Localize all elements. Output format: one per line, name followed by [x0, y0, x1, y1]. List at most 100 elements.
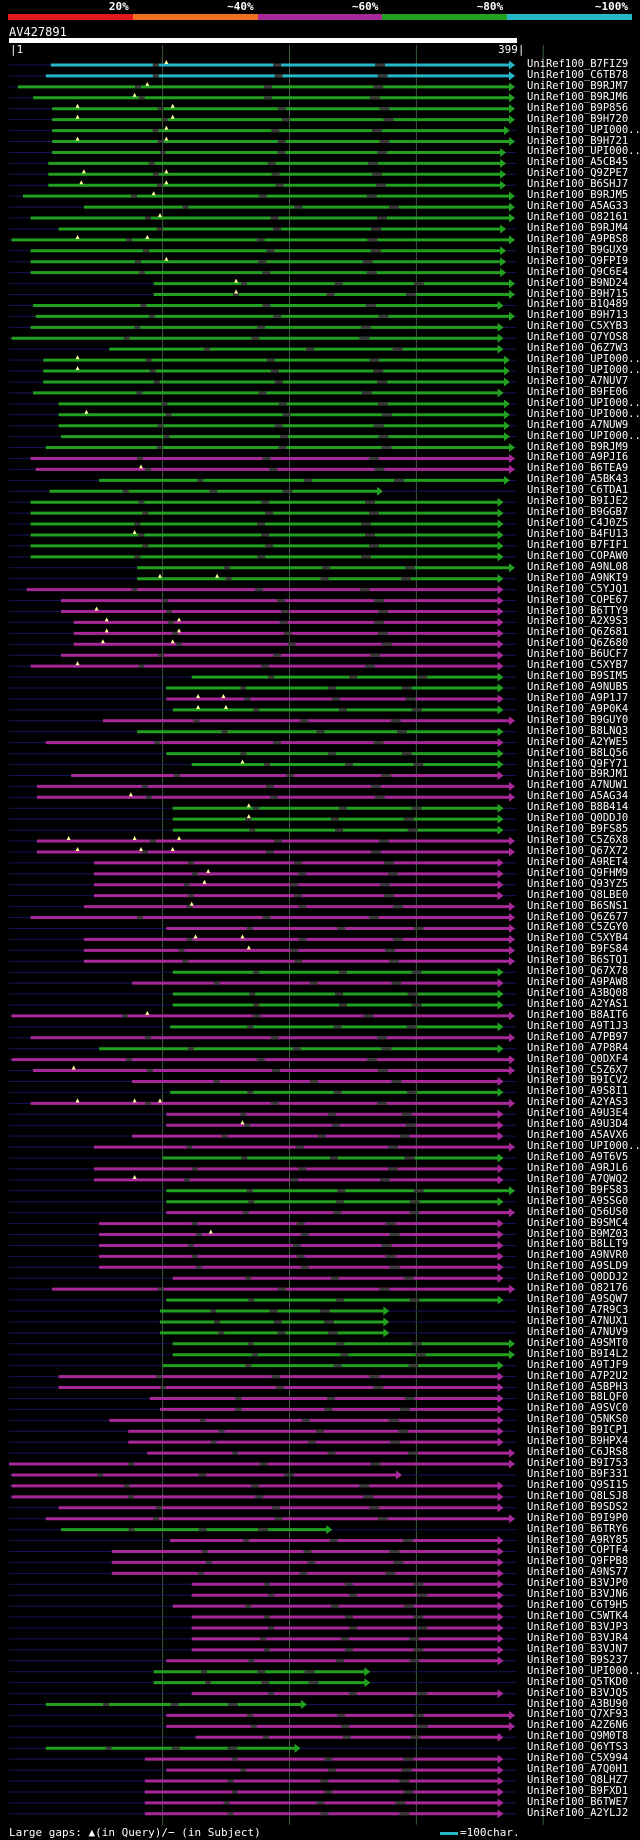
hit-label[interactable]: UniRef100_UPI000.. — [527, 407, 640, 420]
hit-label[interactable]: UniRef100_B9RJM6 — [527, 90, 629, 103]
hit-label[interactable]: UniRef100_C5WTK4 — [527, 1610, 629, 1623]
hit-label[interactable]: UniRef100_B3VJN7 — [527, 1642, 629, 1655]
hit-label[interactable]: UniRef100_C5XYB3 — [527, 320, 629, 333]
hit-label[interactable]: UniRef100_A2YLJ2 — [527, 1806, 629, 1819]
hit-label[interactable]: UniRef100_Q9SI15 — [527, 1478, 629, 1491]
hit-label[interactable]: UniRef100_B9RJM5 — [527, 189, 629, 202]
hit-label[interactable]: UniRef100_Q9FPB8 — [527, 1555, 629, 1568]
hit-label[interactable]: UniRef100_C5Z6X7 — [527, 1063, 629, 1076]
hit-label[interactable]: UniRef100_UPI000.. — [527, 353, 640, 366]
hit-label[interactable]: UniRef100_B6UCF7 — [527, 648, 629, 661]
hit-label[interactable]: UniRef100_Q7YOS8 — [527, 331, 629, 344]
hit-label[interactable]: UniRef100_C5X994 — [527, 1752, 629, 1765]
hit-label[interactable]: UniRef100_B9H715 — [527, 287, 629, 300]
hit-label[interactable]: UniRef100_C5Z6X8 — [527, 834, 629, 847]
hit-label[interactable]: UniRef100_B9RJM1 — [527, 768, 629, 781]
hit-label[interactable]: UniRef100_B9IJE2 — [527, 495, 629, 508]
hit-label[interactable]: UniRef100_Q6Z681 — [527, 626, 629, 639]
hit-label[interactable]: UniRef100_B9RJM4 — [527, 221, 629, 234]
hit-label[interactable]: UniRef100_B8LQF0 — [527, 1391, 629, 1404]
hit-label[interactable]: UniRef100_B9SDS2 — [527, 1500, 629, 1513]
hit-label[interactable]: UniRef100_B9FS83 — [527, 1183, 629, 1196]
hit-label[interactable]: UniRef100_Q93YZ5 — [527, 877, 629, 890]
hit-label[interactable]: UniRef100_A9NS77 — [527, 1566, 629, 1579]
hit-label[interactable]: UniRef100_A5BPH3 — [527, 1380, 629, 1393]
hit-label[interactable]: UniRef100_B8AIT6 — [527, 1008, 629, 1021]
hit-label[interactable]: UniRef100_A2X9S3 — [527, 615, 629, 628]
hit-label[interactable]: UniRef100_A5AVX6 — [527, 1129, 629, 1142]
hit-label[interactable]: UniRef100_A2YAS3 — [527, 1096, 629, 1109]
hit-label[interactable]: UniRef100_C4J0Z5 — [527, 517, 629, 530]
hit-label[interactable]: UniRef100_B6SNS1 — [527, 899, 629, 912]
hit-label[interactable]: UniRef100_A2YAS1 — [527, 997, 629, 1010]
hit-label[interactable]: UniRef100_B3VJR4 — [527, 1631, 629, 1644]
hit-label[interactable]: UniRef100_C5XYB4 — [527, 932, 629, 945]
hit-label[interactable]: UniRef100_B4FU13 — [527, 527, 629, 540]
hit-label[interactable]: UniRef100_Q56US0 — [527, 1205, 629, 1218]
hit-label[interactable]: UniRef100_Q5TKD0 — [527, 1675, 629, 1688]
hit-label[interactable]: UniRef100_Q6YTS3 — [527, 1741, 629, 1754]
hit-label[interactable]: UniRef100_A9T1J3 — [527, 1019, 629, 1032]
hit-label[interactable]: UniRef100_B6TWE7 — [527, 1795, 629, 1808]
hit-label[interactable]: UniRef100_B9SMC4 — [527, 1216, 629, 1229]
hit-label[interactable]: UniRef100_B9GUY0 — [527, 713, 629, 726]
hit-label[interactable]: UniRef100_A5CB45 — [527, 156, 629, 169]
hit-label[interactable]: UniRef100_B7FIZ9 — [527, 58, 629, 70]
hit-label[interactable]: UniRef100_A9U3D4 — [527, 1118, 629, 1131]
hit-label[interactable]: UniRef100_O82161 — [527, 211, 629, 224]
hit-label[interactable]: UniRef100_A9NVR0 — [527, 1249, 629, 1262]
hit-label[interactable]: UniRef100_C5XYB7 — [527, 659, 629, 672]
hit-label[interactable]: UniRef100_COPAW0 — [527, 549, 629, 562]
hit-label[interactable]: UniRef100_A7QWQ2 — [527, 1172, 629, 1185]
hit-label[interactable]: UniRef100_Q8LHZ7 — [527, 1774, 629, 1786]
hit-label[interactable]: UniRef100_C6JRS8 — [527, 1446, 629, 1459]
hit-label[interactable]: UniRef100_B9I4L2 — [527, 1347, 629, 1360]
hit-label[interactable]: UniRef100_B8B414 — [527, 801, 629, 814]
hit-label[interactable]: UniRef100_C5ZGY0 — [527, 921, 629, 934]
hit-label[interactable]: UniRef100_UPI000.. — [527, 429, 640, 442]
hit-label[interactable]: UniRef100_A7P8R4 — [527, 1041, 629, 1054]
hit-label[interactable]: UniRef100_B8LNQ3 — [527, 724, 629, 737]
hit-label[interactable]: UniRef100_C6T9H5 — [527, 1599, 629, 1612]
hit-label[interactable]: UniRef100_B3VJN6 — [527, 1588, 629, 1601]
hit-label[interactable]: UniRef100_A9PAW8 — [527, 976, 629, 989]
hit-label[interactable]: UniRef100_B6TEA9 — [527, 462, 629, 475]
hit-label[interactable]: UniRef100_B9F331 — [527, 1467, 629, 1480]
hit-label[interactable]: UniRef100_B9FXD1 — [527, 1784, 629, 1797]
hit-label[interactable]: UniRef100_B9P856 — [527, 101, 629, 114]
hit-label[interactable]: UniRef100_UPI000.. — [527, 1140, 640, 1153]
hit-label[interactable]: UniRef100_Q6Z7W3 — [527, 342, 629, 355]
hit-label[interactable]: UniRef100_Q0DDJ2 — [527, 1271, 629, 1284]
hit-label[interactable]: UniRef100_B9H713 — [527, 309, 629, 322]
hit-label[interactable]: UniRef100_C6TB78 — [527, 68, 629, 81]
hit-label[interactable]: UniRef100_B9I9P0 — [527, 1511, 629, 1524]
hit-label[interactable]: UniRef100_COPTF4 — [527, 1544, 629, 1557]
hit-label[interactable]: UniRef100_Q6Z677 — [527, 910, 629, 923]
hit-label[interactable]: UniRef100_Q9FY71 — [527, 757, 629, 770]
hit-label[interactable]: UniRef100_B9RJM7 — [527, 79, 629, 92]
hit-label[interactable]: UniRef100_Q9FHM9 — [527, 866, 629, 879]
hit-label[interactable]: UniRef100_B9MZ03 — [527, 1227, 629, 1240]
hit-label[interactable]: UniRef100_B9GUX9 — [527, 243, 629, 256]
hit-label[interactable]: UniRef100_Q0DDJ0 — [527, 812, 629, 825]
hit-label[interactable]: UniRef100_B3VJQ5 — [527, 1686, 629, 1699]
hit-label[interactable]: UniRef100_B3VJP0 — [527, 1577, 629, 1590]
hit-label[interactable]: UniRef100_C5YJQ1 — [527, 582, 629, 595]
hit-label[interactable]: UniRef100_B9ND24 — [527, 276, 629, 289]
hit-label[interactable]: UniRef100_A9P1J7 — [527, 691, 629, 704]
hit-label[interactable]: UniRef100_A2Z6N6 — [527, 1719, 629, 1732]
hit-label[interactable]: UniRef100_Q6Z680 — [527, 637, 629, 650]
hit-label[interactable]: UniRef100_A9RJL6 — [527, 1161, 629, 1174]
hit-label[interactable]: UniRef100_A9SMT0 — [527, 1336, 629, 1349]
hit-label[interactable]: UniRef100_B9H721 — [527, 134, 629, 147]
hit-label[interactable]: UniRef100_Q67X78 — [527, 965, 629, 978]
hit-label[interactable]: UniRef100_A7NUX1 — [527, 1314, 629, 1327]
hit-label[interactable]: UniRef100_A7NUW1 — [527, 779, 629, 792]
hit-label[interactable]: UniRef100_Q67X72 — [527, 844, 629, 857]
hit-label[interactable]: UniRef100_A7P2U2 — [527, 1369, 629, 1382]
hit-label[interactable]: UniRef100_UPI000.. — [527, 123, 640, 136]
hit-label[interactable]: UniRef100_B9FS85 — [527, 823, 629, 836]
hit-label[interactable]: UniRef100_A7PB97 — [527, 1030, 629, 1043]
hit-label[interactable]: UniRef100_Q9FPI9 — [527, 254, 629, 267]
hit-label[interactable]: UniRef100_A7NUW9 — [527, 418, 629, 431]
